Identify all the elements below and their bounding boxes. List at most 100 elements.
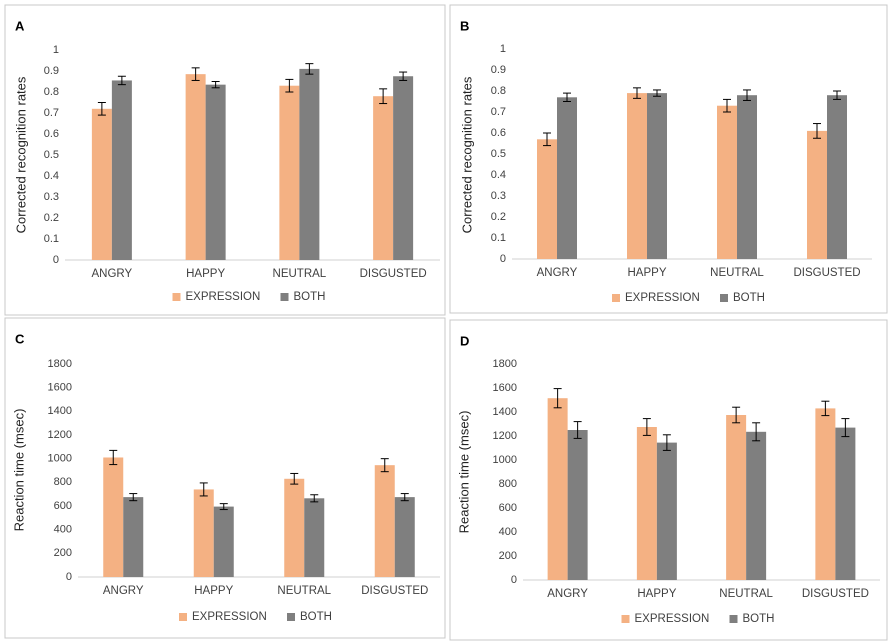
legend-label: EXPRESSION xyxy=(186,291,261,303)
bar xyxy=(123,497,144,577)
legend-swatch xyxy=(172,293,181,301)
bar xyxy=(299,68,320,261)
y-tick-label: 400 xyxy=(54,524,72,536)
panel-frame xyxy=(4,4,446,316)
x-tick-label: ANGRY xyxy=(92,268,133,280)
bar xyxy=(737,95,757,259)
error-bar xyxy=(199,482,208,497)
legend-swatch xyxy=(621,615,630,623)
error-bar xyxy=(399,71,408,81)
x-tick-label: HAPPY xyxy=(637,588,676,600)
bar xyxy=(304,498,325,577)
error-bar xyxy=(97,102,106,116)
error-bar xyxy=(379,88,388,105)
x-tick-label: HAPPY xyxy=(194,585,233,597)
y-tick-label: 0.2 xyxy=(44,212,59,224)
legend-label: BOTH xyxy=(733,292,765,304)
y-tick-label: 0.3 xyxy=(491,190,506,202)
y-tick-label: 1400 xyxy=(493,406,517,418)
y-tick-label: 200 xyxy=(54,547,72,559)
error-bar xyxy=(642,418,651,436)
error-bar xyxy=(662,434,671,451)
y-tick-label: 0 xyxy=(53,254,59,266)
y-tick-label: 600 xyxy=(54,500,72,512)
legend-swatch xyxy=(287,613,295,621)
error-bar xyxy=(563,92,571,102)
legend-label: BOTH xyxy=(743,613,775,625)
y-tick-label: 0.6 xyxy=(491,127,506,139)
error-bar xyxy=(553,388,562,409)
error-bar xyxy=(285,78,294,93)
y-tick-label: 600 xyxy=(499,502,517,514)
y-tick-label: 1 xyxy=(53,44,59,56)
bar xyxy=(807,130,827,259)
legend-swatch xyxy=(612,294,620,302)
bar xyxy=(91,108,112,260)
bar xyxy=(374,465,395,577)
legend-label: BOTH xyxy=(294,291,326,303)
y-tick-label: 1800 xyxy=(48,358,72,370)
x-tick-label: NEUTRAL xyxy=(277,585,331,597)
panel-letter: C xyxy=(15,331,25,346)
bar xyxy=(185,74,206,261)
error-bar xyxy=(813,123,821,139)
legend-label: EXPRESSION xyxy=(635,613,710,625)
y-tick-label: 1800 xyxy=(493,358,517,370)
legend-label: EXPRESSION xyxy=(192,611,267,623)
bar xyxy=(193,489,214,577)
y-tick-label: 1600 xyxy=(48,382,72,394)
y-tick-label: 0.5 xyxy=(44,149,59,161)
error-bar xyxy=(109,449,118,466)
bar xyxy=(537,139,557,259)
y-tick-label: 0.4 xyxy=(44,170,59,182)
bar xyxy=(835,427,856,580)
x-tick-label: NEUTRAL xyxy=(710,267,764,279)
x-tick-label: DISGUSTED xyxy=(802,588,869,600)
bar xyxy=(746,431,767,580)
error-bar xyxy=(732,406,741,424)
y-axis-label: Reaction time (msec) xyxy=(456,411,471,534)
x-tick-label: ANGRY xyxy=(547,588,588,600)
y-tick-label: 1000 xyxy=(493,454,517,466)
legend-swatch xyxy=(280,293,289,301)
bar xyxy=(557,97,577,259)
error-bar xyxy=(400,493,409,502)
x-tick-label: ANGRY xyxy=(103,585,144,597)
bar xyxy=(827,95,847,259)
legend-swatch xyxy=(729,615,738,623)
panel-frame xyxy=(449,319,888,641)
y-tick-label: 0.4 xyxy=(491,169,506,181)
bar xyxy=(647,93,667,259)
y-tick-label: 0.8 xyxy=(491,85,506,97)
bar xyxy=(213,506,234,577)
x-tick-label: HAPPY xyxy=(186,268,225,280)
y-tick-label: 1400 xyxy=(48,405,72,417)
y-tick-label: 0.1 xyxy=(491,232,506,244)
panel-letter: B xyxy=(460,18,469,33)
error-bar xyxy=(841,418,850,438)
y-tick-label: 0.9 xyxy=(44,65,59,77)
y-axis-label: Reaction time (msec) xyxy=(11,409,26,532)
bar xyxy=(636,427,657,580)
y-axis-label: Corrected recognition rates xyxy=(13,76,28,233)
x-tick-label: NEUTRAL xyxy=(719,588,773,600)
bar xyxy=(627,93,647,259)
y-tick-label: 1 xyxy=(500,43,506,55)
y-tick-label: 0.3 xyxy=(44,191,59,203)
y-tick-label: 0.8 xyxy=(44,86,59,98)
bar xyxy=(111,80,132,260)
error-bar xyxy=(723,98,731,113)
bar xyxy=(726,415,747,580)
panel-frame xyxy=(449,4,888,314)
legend-label: EXPRESSION xyxy=(625,292,700,304)
error-bar xyxy=(191,67,200,81)
y-tick-label: 0.2 xyxy=(491,211,506,223)
panel-letter: D xyxy=(460,333,469,348)
x-tick-label: NEUTRAL xyxy=(273,268,327,280)
panel-frame xyxy=(4,317,446,639)
x-tick-label: ANGRY xyxy=(537,267,578,279)
panel-letter: A xyxy=(15,18,25,33)
y-tick-label: 0.7 xyxy=(491,106,506,118)
legend-label: BOTH xyxy=(300,611,332,623)
y-tick-label: 200 xyxy=(499,550,517,562)
